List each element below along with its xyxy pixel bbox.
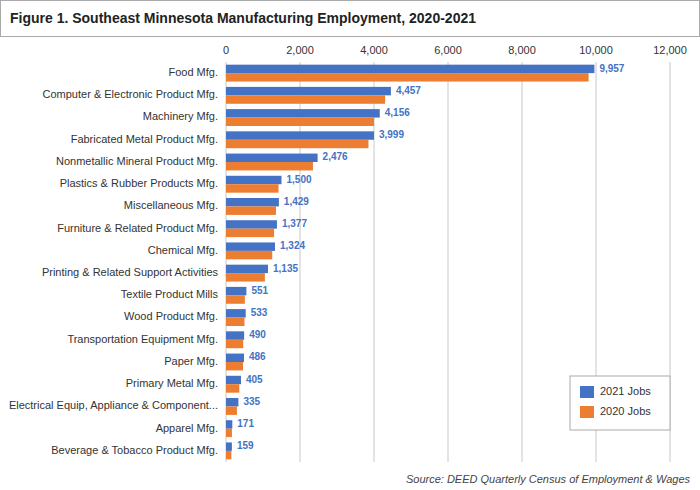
bar (226, 287, 246, 295)
data-label: 335 (243, 396, 260, 407)
bar (226, 206, 276, 214)
bar (226, 251, 272, 259)
bar (226, 242, 275, 250)
category-label: Miscellaneous Mfg. (124, 199, 218, 211)
category-label: Chemical Mfg. (148, 244, 218, 256)
category-label: Primary Metal Mfg. (126, 377, 218, 389)
bars (226, 65, 594, 460)
x-tick-labels: 0 2,000 4,000 6,000 8,000 10,000 12,000 (223, 44, 687, 56)
x-tick-label: 2,000 (286, 44, 314, 56)
bar (226, 118, 374, 126)
bar (226, 154, 318, 162)
category-label: Fabricated Metal Product Mfg. (71, 133, 218, 145)
grid (226, 62, 670, 462)
data-label: 490 (249, 329, 266, 340)
bar (226, 140, 368, 148)
bar (226, 406, 237, 414)
bar (226, 184, 279, 192)
bar (226, 398, 238, 406)
bar (226, 162, 313, 170)
grid-line (522, 62, 523, 462)
bar (226, 429, 232, 437)
bar (226, 362, 243, 370)
data-label: 1,429 (284, 196, 309, 207)
category-labels: Food Mfg. Computer & Electronic Product M… (9, 66, 219, 456)
bar (226, 109, 380, 117)
legend-box (570, 376, 670, 430)
data-label: 486 (249, 351, 266, 362)
bar (226, 451, 231, 459)
category-label: Computer & Electronic Product Mfg. (43, 88, 218, 100)
data-label: 3,999 (379, 129, 404, 140)
data-label: 171 (237, 418, 254, 429)
source: Source: DEED Quarterly Census of Employm… (406, 473, 691, 485)
data-label: 4,156 (385, 107, 410, 118)
legend-swatch (580, 406, 594, 418)
bar (226, 309, 246, 317)
bar (226, 442, 232, 450)
bar (226, 73, 589, 81)
category-label: Nonmetallic Mineral Product Mfg. (56, 155, 218, 167)
legend: 2021 Jobs 2020 Jobs (570, 376, 670, 430)
bar (226, 198, 279, 206)
data-label: 159 (237, 440, 254, 451)
category-label: Wood Product Mfg. (124, 310, 218, 322)
legend-swatch (580, 386, 594, 398)
x-tick-label: 0 (223, 44, 229, 56)
chart: Figure 1. Southeast Minnesota Manufactur… (0, 0, 700, 490)
category-label: Textile Product Mills (121, 288, 219, 300)
bar (226, 87, 391, 95)
category-label: Transportation Equipment Mfg. (67, 333, 218, 345)
x-tick-label: 8,000 (508, 44, 536, 56)
data-label: 405 (246, 374, 263, 385)
bar (226, 220, 277, 228)
bar (226, 65, 594, 73)
bar (226, 229, 274, 237)
bar (226, 318, 245, 326)
bar (226, 354, 244, 362)
x-tick-label: 12,000 (653, 44, 687, 56)
bar (226, 265, 268, 273)
data-label: 9,957 (599, 63, 624, 74)
data-label: 4,457 (396, 85, 421, 96)
category-label: Food Mfg. (168, 66, 218, 78)
category-label: Printing & Related Support Activities (42, 266, 219, 278)
bar (226, 95, 385, 103)
category-label: Electrical Equip, Appliance & Component.… (9, 399, 218, 411)
legend-label: 2021 Jobs (600, 385, 651, 397)
category-label: Plastics & Rubber Products Mfg. (60, 177, 218, 189)
bar (226, 384, 239, 392)
data-label: 551 (251, 285, 268, 296)
bar (226, 376, 241, 384)
title-box (1, 1, 700, 37)
x-tick-label: 4,000 (360, 44, 388, 56)
category-label: Paper Mfg. (164, 355, 218, 367)
legend-label: 2020 Jobs (600, 405, 651, 417)
data-label: 1,135 (273, 263, 298, 274)
title: Figure 1. Southeast Minnesota Manufactur… (10, 10, 476, 26)
data-label: 1,500 (287, 174, 312, 185)
bar (226, 420, 232, 428)
data-label: 1,377 (282, 218, 307, 229)
category-label: Apparel Mfg. (156, 422, 218, 434)
data-label: 2,476 (323, 151, 348, 162)
bar (226, 273, 265, 281)
category-label: Beverage & Tobacco Product Mfg. (51, 444, 218, 456)
data-label: 1,324 (280, 240, 305, 251)
bar (226, 331, 244, 339)
data-label: 533 (251, 307, 268, 318)
bar (226, 340, 243, 348)
x-tick-label: 10,000 (579, 44, 613, 56)
grid-line (448, 62, 449, 462)
x-tick-label: 6,000 (434, 44, 462, 56)
bar (226, 295, 245, 303)
category-label: Machinery Mfg. (143, 110, 218, 122)
bar (226, 131, 374, 139)
bar (226, 176, 282, 184)
category-label: Furniture & Related Product Mfg. (57, 222, 218, 234)
data-labels: 9,957 4,457 4,156 3,999 2,476 1,500 1,429 1,377… (237, 63, 625, 452)
